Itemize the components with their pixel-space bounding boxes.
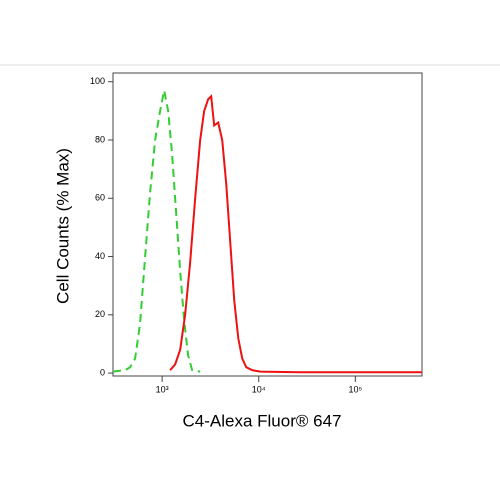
- plot-frame: [112, 72, 423, 377]
- y-tick-label: 80: [95, 134, 105, 144]
- histogram-line: [169, 94, 422, 374]
- x-tick-label: 10³: [156, 384, 169, 394]
- x-tick-label: 10⁵: [348, 384, 362, 394]
- x-axis-title: C4-Alexa Fluor® 647: [183, 411, 342, 430]
- y-tick-label: 0: [100, 367, 105, 377]
- y-tick-label: 40: [95, 251, 105, 261]
- x-tick-label: 10⁴: [252, 384, 266, 394]
- y-axis-title: Cell Counts (% Max): [53, 148, 72, 304]
- histogram-line: [112, 90, 201, 373]
- y-tick-label: 20: [95, 309, 105, 319]
- y-tick-label: 60: [95, 193, 105, 203]
- y-tick-label: 100: [90, 76, 105, 86]
